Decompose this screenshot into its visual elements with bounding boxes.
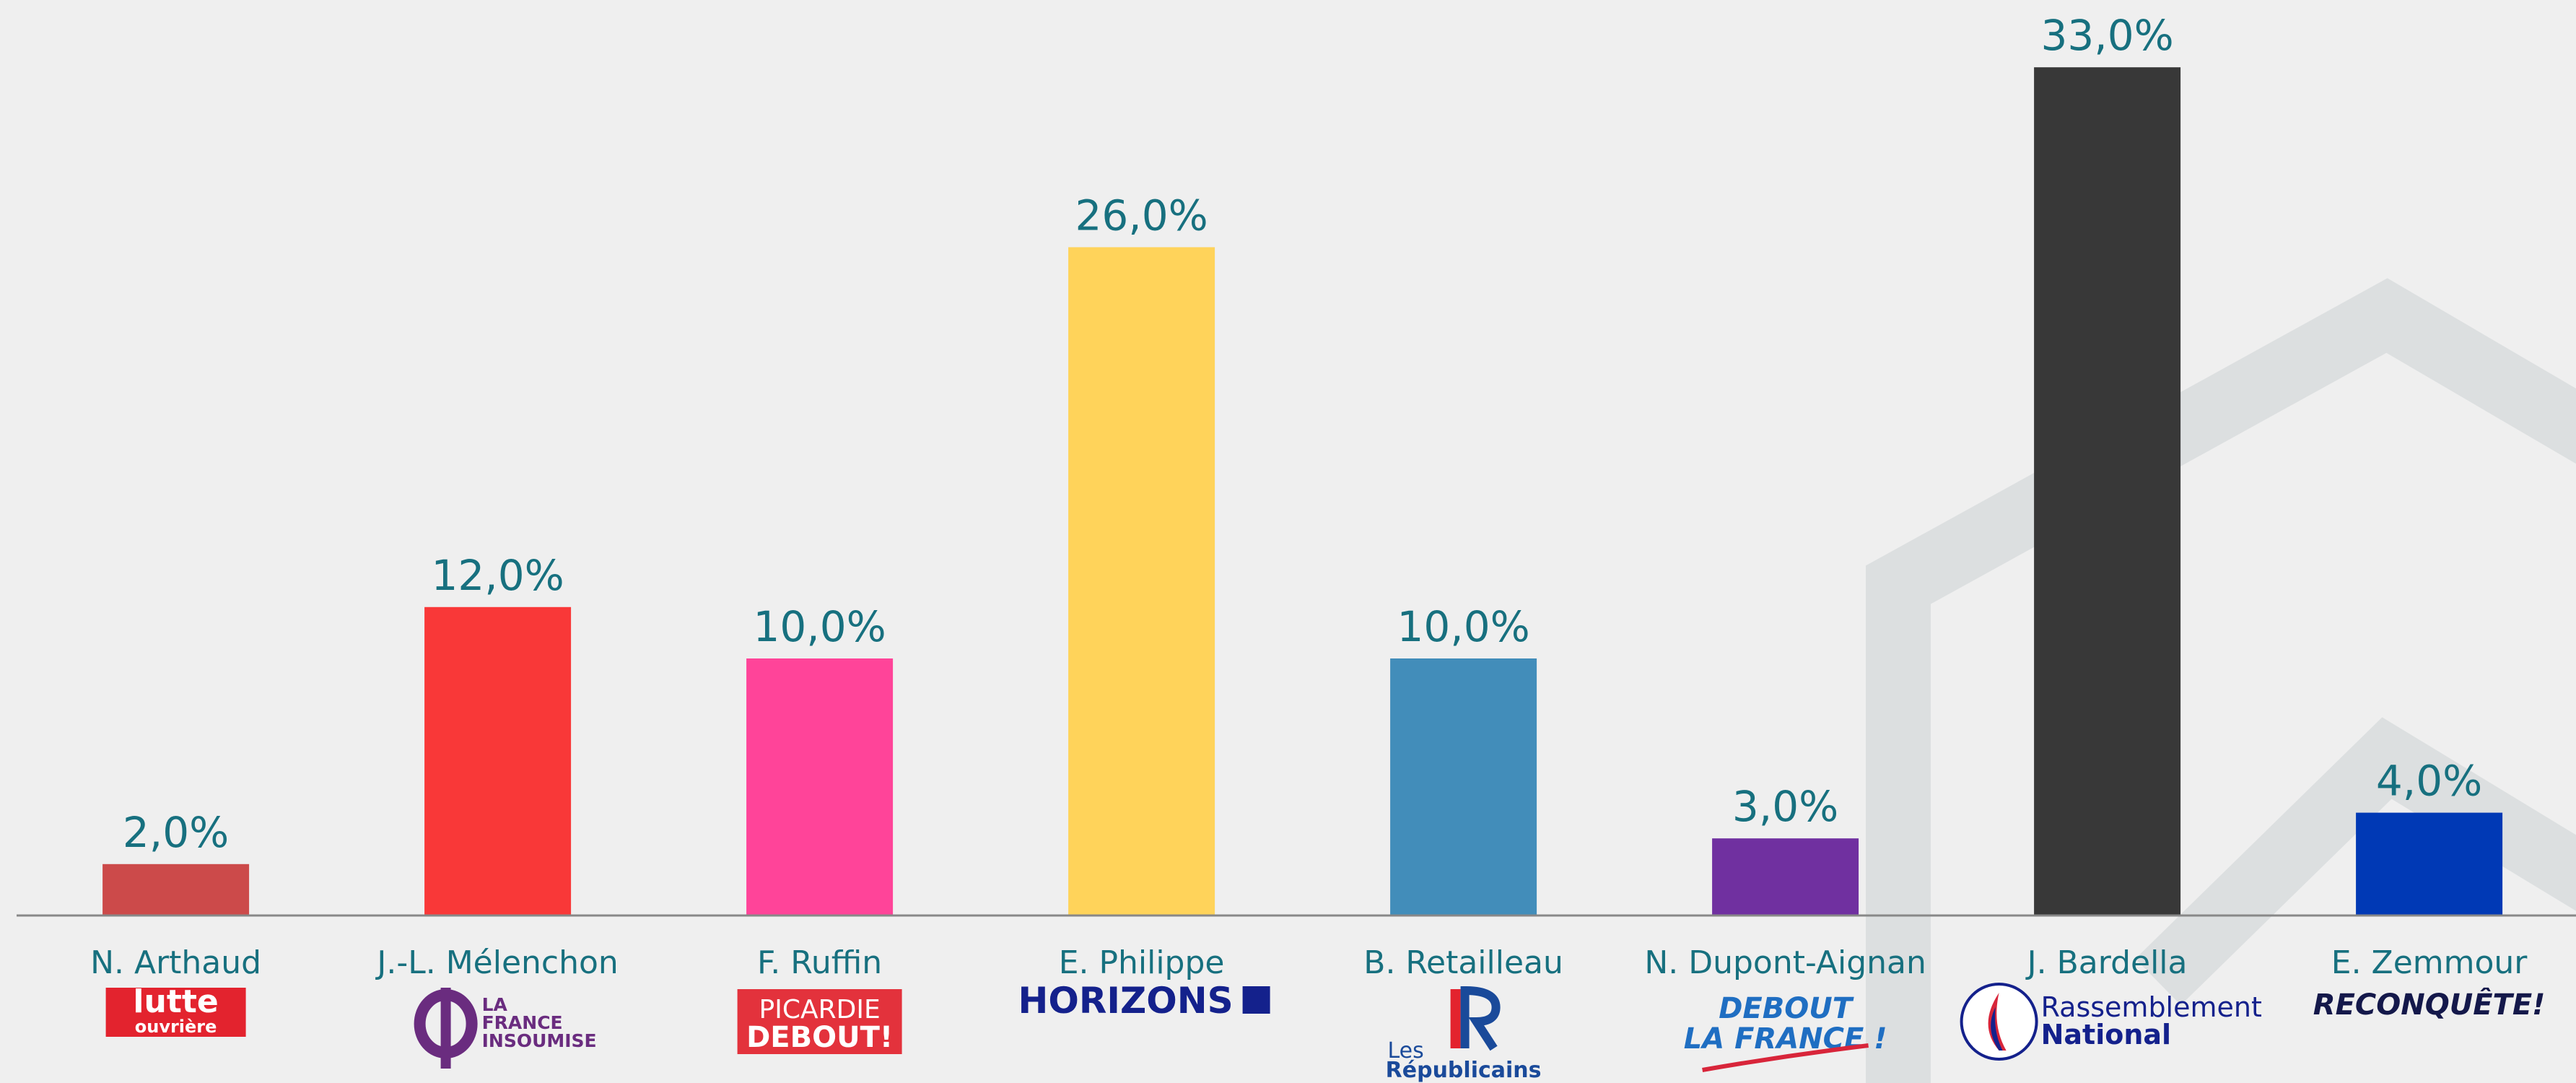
logo-text: INSOUMISE: [482, 1030, 597, 1051]
logo-text: HORIZONS: [1018, 980, 1234, 1022]
bar: [102, 864, 250, 915]
value-label: 2,0%: [123, 808, 229, 857]
value-label: 4,0%: [2376, 757, 2482, 806]
logo-text: PICARDIE: [759, 995, 881, 1025]
watermark: [2135, 717, 2576, 1006]
x-tick-label: E. Philippe: [1059, 944, 1225, 981]
bar: [1712, 838, 1859, 915]
x-tick-label: N. Arthaud: [90, 944, 261, 981]
logo-symbol: [1702, 1043, 1869, 1072]
bar: [1068, 247, 1215, 915]
logo-text: FRANCE: [482, 1012, 563, 1033]
bar: [1390, 658, 1537, 915]
logo-symbol: [1450, 989, 1461, 1048]
value-label: 10,0%: [1397, 602, 1529, 651]
x-tick-label: B. Retailleau: [1363, 944, 1563, 981]
logo-text: ouvrière: [135, 1017, 217, 1037]
bar: [746, 658, 894, 915]
x-tick-label: J. Bardella: [2025, 944, 2188, 981]
value-label: 26,0%: [1075, 191, 1208, 240]
bar: [424, 606, 572, 915]
value-label: 33,0%: [2040, 11, 2173, 60]
logo-symbol: [1991, 1007, 2003, 1051]
logo-box: [737, 989, 902, 1054]
logo-text: Les: [1387, 1038, 1423, 1064]
value-label: 12,0%: [431, 551, 564, 600]
x-tick-label: E. Zemmour: [2331, 944, 2528, 981]
value-label: 3,0%: [1732, 782, 1838, 831]
logo-text: DEBOUT!: [746, 1021, 893, 1054]
value-label: 10,0%: [753, 602, 886, 651]
logo-text: LA: [482, 994, 508, 1015]
x-tick-label: F. Ruffin: [757, 944, 882, 981]
logo-text: RECONQUÊTE!: [2313, 987, 2546, 1022]
logo-text: Républicains: [1386, 1058, 1542, 1083]
logo-symbol: [1242, 986, 1270, 1014]
bar: [2356, 812, 2503, 915]
bar: [2034, 67, 2181, 916]
logo-symbol: [1460, 986, 1501, 1051]
logo-symbol: [1960, 983, 2038, 1061]
logo-text: Rassemblement: [2041, 991, 2262, 1023]
logo-box: [105, 988, 246, 1037]
x-tick-label: N. Dupont-Aignan: [1644, 944, 1926, 981]
logo-text: lutte: [133, 983, 218, 1020]
logo-text: DEBOUT: [1719, 992, 1854, 1025]
logo-text: LA FRANCE !: [1684, 1022, 1887, 1056]
x-tick-label: J.-L. Mélenchon: [375, 944, 618, 981]
logo-text: National: [2041, 1019, 2171, 1051]
